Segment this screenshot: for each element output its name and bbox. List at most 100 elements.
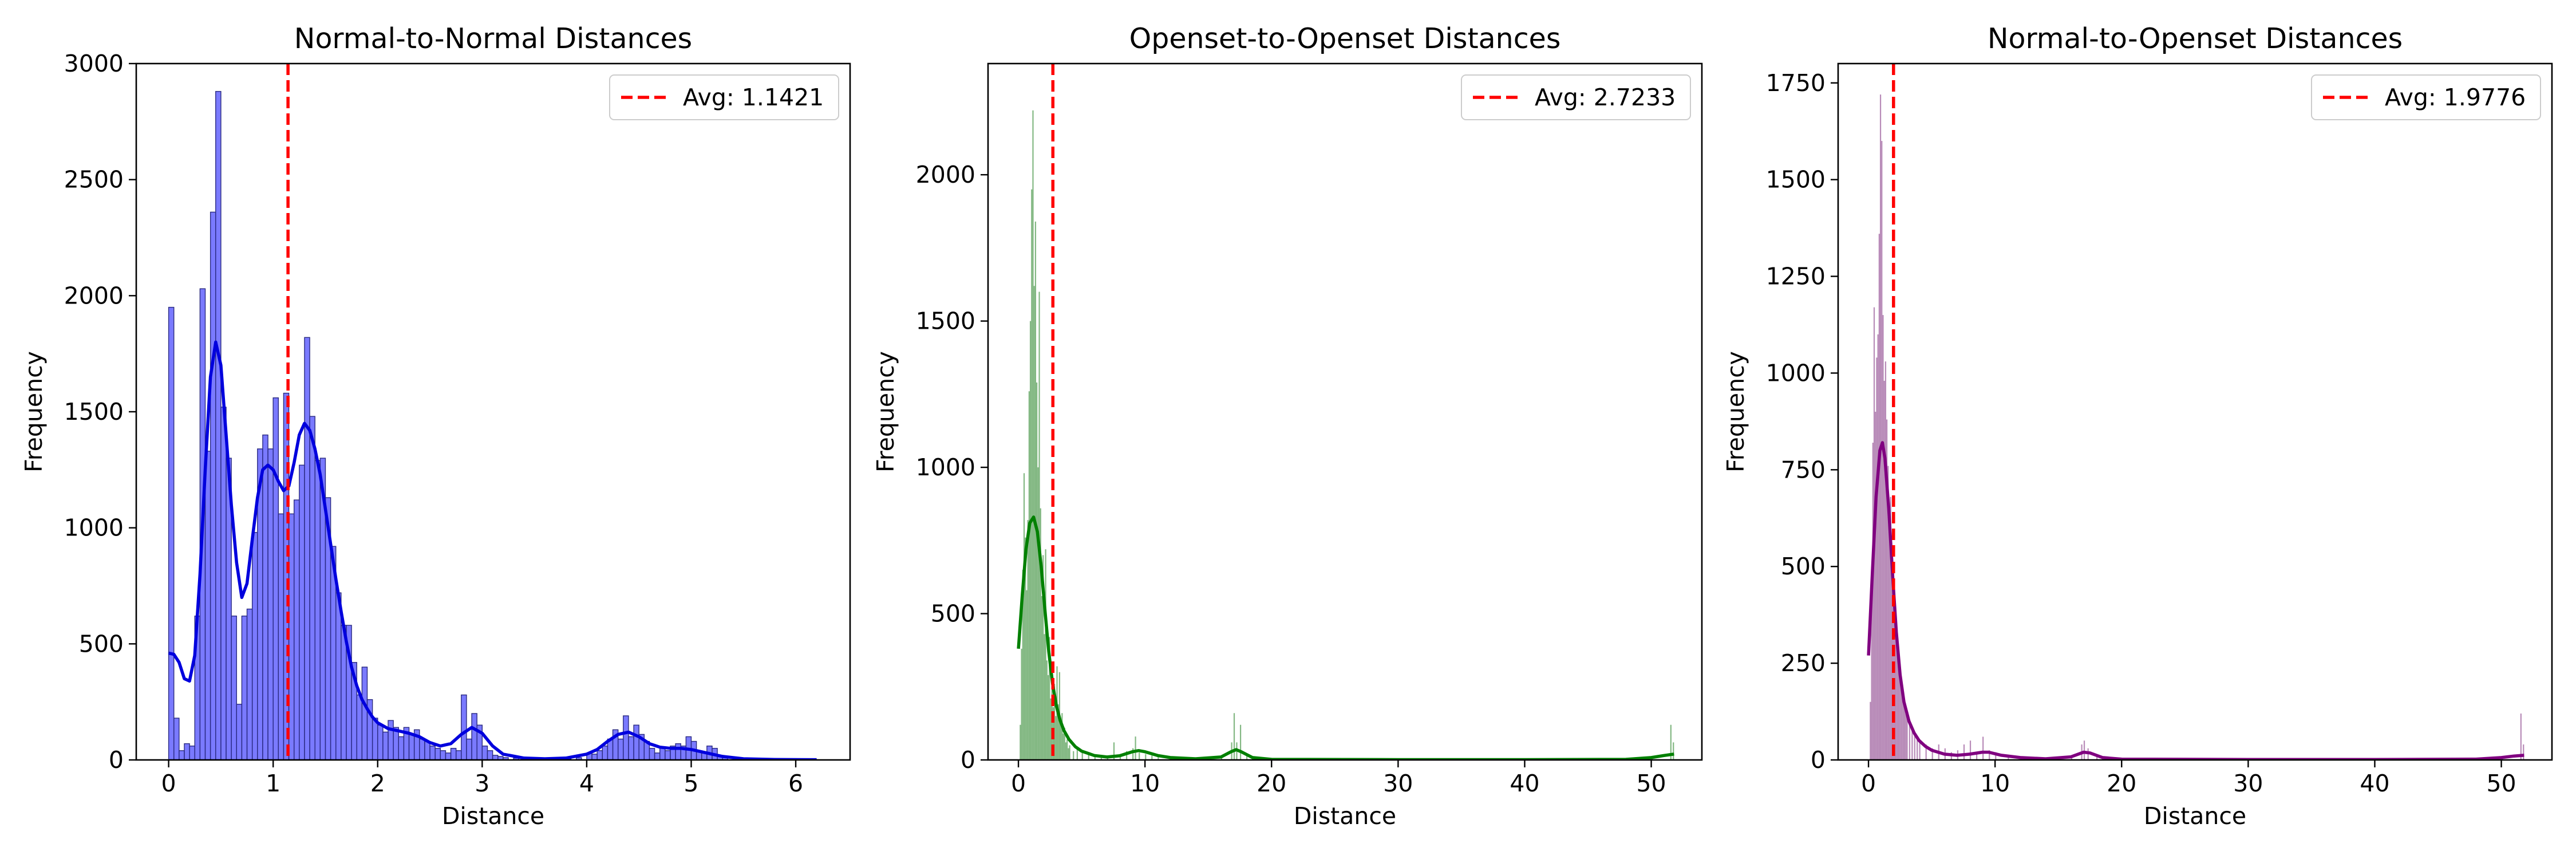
histogram-bar [1917, 736, 1918, 760]
histogram-bar [1038, 291, 1040, 760]
histogram-bar [1882, 315, 1884, 760]
histogram-bar [1042, 555, 1044, 760]
histogram-bar [659, 748, 666, 760]
y-tick-label: 0 [961, 746, 975, 774]
histogram-bar [1055, 716, 1057, 760]
y-tick-label: 3000 [64, 50, 124, 77]
histogram-bar [236, 704, 243, 760]
histogram-bar [1901, 690, 1903, 760]
histogram-bar [382, 731, 389, 760]
y-tick-label: 2000 [916, 161, 975, 188]
x-tick-label: 3 [475, 770, 489, 797]
y-tick-label: 1500 [64, 398, 124, 425]
histogram-bar [455, 750, 462, 760]
histogram-bar [1031, 189, 1033, 760]
histogram-bar [377, 724, 384, 760]
histogram-bar [2083, 740, 2085, 760]
histogram-bar [231, 615, 237, 760]
x-tick-label: 40 [2360, 770, 2389, 797]
histogram-bar [1044, 634, 1045, 760]
x-tick-label: 50 [2486, 770, 2516, 797]
histogram-bar [168, 306, 175, 760]
chart-title: Openset-to-Openset Distances [1129, 22, 1561, 55]
y-tick-label: 1000 [64, 514, 124, 542]
histogram-bar [1881, 141, 1883, 760]
y-tick-label: 250 [1781, 649, 1826, 677]
x-tick-label: 4 [579, 770, 594, 797]
histogram-bar [173, 718, 180, 760]
histogram-bar [1073, 751, 1074, 760]
histogram-bar [1982, 736, 1984, 760]
histogram-bar [293, 499, 300, 760]
histogram-bar [1094, 755, 1096, 760]
histogram-bar [665, 750, 671, 760]
y-tick-label: 1500 [916, 308, 975, 335]
legend-box [2311, 74, 2541, 120]
histogram-bar [2520, 713, 2522, 760]
histogram-bar [299, 464, 305, 760]
histogram-bar [210, 211, 216, 760]
x-tick-label: 30 [2233, 770, 2263, 797]
legend-label: Avg: 1.1421 [683, 84, 824, 111]
histogram-bar [1139, 752, 1140, 760]
histogram-bar [1069, 745, 1070, 760]
chart-title: Normal-to-Openset Distances [1988, 22, 2403, 55]
histogram-bar [1883, 380, 1885, 760]
histogram-bar [1906, 717, 1908, 760]
histogram-bar [1903, 706, 1906, 760]
histogram-bar [1113, 742, 1115, 760]
x-tick-label: 10 [1980, 770, 2010, 797]
histogram-bar [1670, 724, 1672, 760]
histogram-bar [189, 745, 195, 760]
histogram-bar [440, 750, 447, 760]
y-tick-label: 1500 [1766, 166, 1826, 194]
histogram-bar [1884, 361, 1887, 760]
histogram-bar [314, 460, 321, 760]
histogram-bar [628, 736, 634, 760]
histogram-bar [450, 748, 457, 760]
histogram-bar [445, 752, 452, 760]
histogram-bar [1877, 334, 1879, 760]
x-tick-label: 0 [161, 770, 176, 797]
histogram-bar [1925, 744, 1927, 760]
histogram-bar [1068, 748, 1069, 760]
x-tick-label: 40 [1510, 770, 1539, 797]
histogram-bar [1673, 742, 1674, 760]
legend: Avg: 1.9776 [2311, 74, 2541, 120]
histogram-bar [241, 615, 248, 760]
histogram-bar [602, 745, 609, 760]
histogram-bar [1897, 655, 1899, 760]
histogram-bar [1040, 508, 1041, 760]
axes-frame [987, 62, 1703, 761]
y-tick-label: 1250 [1766, 263, 1826, 290]
histogram-bar [1100, 756, 1102, 760]
histogram-bar [278, 513, 285, 760]
histogram-bar [487, 750, 493, 760]
histogram-bar [1064, 727, 1065, 760]
chart-panel-2: 0 10 20 30 40 500500100015002000Openset-to-Op… [872, 22, 1703, 830]
histogram-bar [1135, 736, 1136, 760]
histogram-bar [1145, 754, 1147, 760]
x-axis-label: Distance [442, 802, 544, 830]
histogram-bar [1025, 537, 1026, 760]
legend-label: Avg: 1.9776 [2385, 84, 2526, 111]
histogram-bar [2071, 756, 2073, 760]
x-tick-label: 20 [2107, 770, 2136, 797]
histogram-bar [1057, 704, 1059, 760]
histogram-bar [1233, 713, 1235, 760]
histogram-bar [1037, 467, 1039, 760]
histogram-bar [1900, 682, 1902, 760]
histogram-bar [1905, 713, 1907, 760]
histogram-bar [1050, 698, 1052, 760]
histogram-bar [1132, 748, 1134, 760]
legend-label: Avg: 2.7233 [1535, 84, 1676, 111]
histogram-bar [596, 750, 603, 760]
histogram-bar [466, 738, 472, 760]
histogram-bar [1879, 94, 1882, 760]
histogram-bar [1027, 520, 1029, 760]
histogram-bar [1028, 391, 1030, 760]
histogram-bar [633, 724, 639, 760]
x-tick-label: 6 [788, 770, 803, 797]
